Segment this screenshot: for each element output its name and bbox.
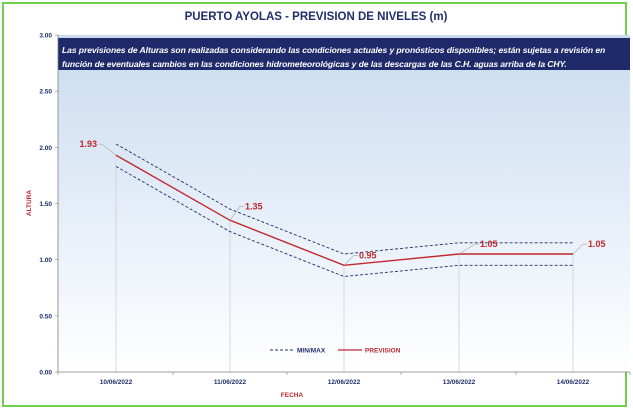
note-box [58, 38, 630, 70]
x-tick-label: 11/06/2022 [214, 379, 247, 386]
chart-title: PUERTO AYOLAS - PREVISION DE NIVELES (m) [185, 11, 448, 23]
x-tick-label: 13/06/2022 [443, 379, 476, 386]
x-tick-label: 12/06/2022 [328, 379, 361, 386]
y-tick-label: 0.00 [39, 370, 52, 377]
data-label: 1.05 [588, 239, 606, 249]
x-tick-labels: 10/06/2022 11/06/2022 12/06/2022 13/06/2022… [57, 372, 631, 386]
series-max-line [115, 143, 573, 255]
legend-minmax-label: MIN/MAX [297, 348, 326, 355]
x-tick-label: 10/06/2022 [100, 379, 133, 386]
data-label-leader [458, 243, 479, 255]
y-tick-label: 2.50 [39, 89, 52, 96]
data-label-leader [343, 254, 358, 266]
legend: MIN/MAX PREVISION [270, 348, 401, 355]
y-tick-label: 1.00 [39, 257, 52, 264]
data-label: 1.93 [79, 139, 97, 149]
y-tick-label: 0.50 [39, 313, 52, 320]
data-label-leader [229, 206, 244, 221]
y-tick-labels: 0.00 0.50 1.00 1.50 2.00 2.50 3.00 [39, 33, 58, 377]
vertical-drop-lines [115, 155, 574, 372]
data-labels: 1.93 1.35 0.95 1.05 1.05 [79, 139, 606, 266]
data-label: 0.95 [359, 250, 377, 260]
series-prevision-line [115, 154, 573, 267]
data-label: 1.05 [480, 239, 498, 249]
data-label-leader [98, 143, 117, 156]
y-tick-label: 2.00 [39, 145, 52, 152]
series-lines [115, 143, 573, 277]
y-tick-label: 3.00 [39, 33, 52, 40]
x-tick-label: 14/06/2022 [557, 379, 590, 386]
y-axis-label: ALTURA [26, 190, 33, 217]
data-label-leader [572, 243, 587, 255]
x-axis-label: FECHA [281, 392, 304, 399]
series-min-line [115, 166, 573, 277]
y-tick-label: 1.50 [39, 201, 52, 208]
legend-prevision-label: PREVISION [365, 348, 401, 355]
data-label: 1.35 [245, 201, 263, 211]
forecast-disclaimer: Las previsiones de Alturas son realizada… [62, 45, 606, 69]
